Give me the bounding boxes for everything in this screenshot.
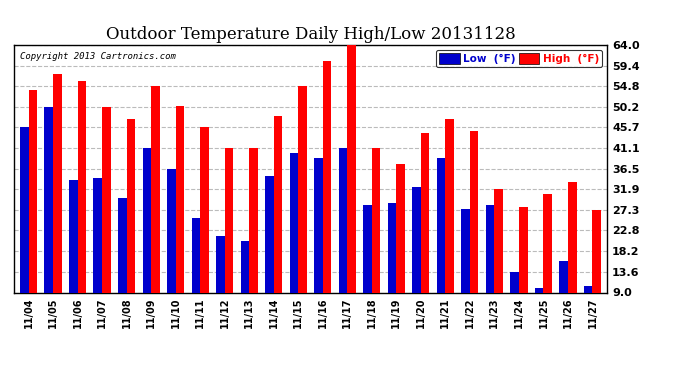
Bar xyxy=(363,205,372,292)
Bar xyxy=(412,187,421,292)
Bar xyxy=(560,261,568,292)
Bar xyxy=(20,128,28,292)
Bar xyxy=(535,288,544,292)
Bar xyxy=(470,130,478,292)
Bar xyxy=(102,107,110,292)
Bar xyxy=(511,272,519,292)
Bar xyxy=(28,90,37,292)
Bar xyxy=(544,194,552,292)
Bar xyxy=(519,207,528,292)
Bar xyxy=(69,180,77,292)
Bar xyxy=(192,218,200,292)
Bar xyxy=(495,189,503,292)
Bar xyxy=(445,119,454,292)
Title: Outdoor Temperature Daily High/Low 20131128: Outdoor Temperature Daily High/Low 20131… xyxy=(106,27,515,44)
Bar xyxy=(486,205,495,292)
Bar xyxy=(126,119,135,292)
Bar xyxy=(396,164,405,292)
Bar xyxy=(93,178,102,292)
Bar xyxy=(118,198,126,292)
Bar xyxy=(584,286,593,292)
Bar xyxy=(53,74,61,292)
Bar xyxy=(568,182,577,292)
Bar xyxy=(462,209,470,292)
Bar xyxy=(200,128,209,292)
Bar xyxy=(339,148,347,292)
Bar xyxy=(143,148,151,292)
Bar xyxy=(347,45,356,292)
Bar xyxy=(77,81,86,292)
Bar xyxy=(176,106,184,292)
Bar xyxy=(249,148,258,292)
Bar xyxy=(225,148,233,292)
Text: Copyright 2013 Cartronics.com: Copyright 2013 Cartronics.com xyxy=(20,53,176,62)
Bar xyxy=(216,236,225,292)
Bar xyxy=(314,158,323,292)
Bar xyxy=(265,176,274,292)
Bar xyxy=(421,133,429,292)
Legend: Low  (°F), High  (°F): Low (°F), High (°F) xyxy=(436,50,602,68)
Bar xyxy=(593,210,601,292)
Bar xyxy=(372,148,380,292)
Bar xyxy=(241,241,249,292)
Bar xyxy=(151,86,159,292)
Bar xyxy=(44,107,53,292)
Bar xyxy=(388,202,396,292)
Bar xyxy=(274,116,282,292)
Bar xyxy=(323,61,331,292)
Bar xyxy=(167,169,176,292)
Bar xyxy=(437,158,445,292)
Bar xyxy=(298,86,307,292)
Bar xyxy=(290,153,298,292)
